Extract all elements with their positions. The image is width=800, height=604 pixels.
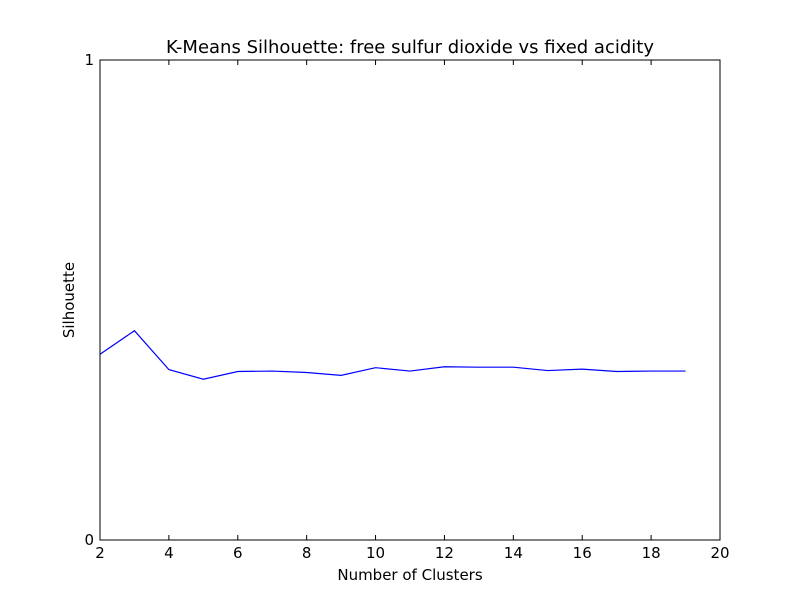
y-tick-label: 1 [84, 51, 94, 69]
x-tick-label: 4 [164, 544, 174, 562]
x-tick-label: 20 [710, 544, 729, 562]
chart-title: K-Means Silhouette: free sulfur dioxide … [166, 37, 654, 58]
series-line-0 [99, 329, 686, 380]
x-tick-label: 14 [504, 544, 523, 562]
x-tick-label: 6 [233, 544, 243, 562]
x-tick-label: 12 [435, 544, 454, 562]
x-axis-label: Number of Clusters [337, 566, 482, 584]
plot-area: 2 4 6 8 10 12 14 16 18 20 0 1 [84, 51, 729, 562]
x-tick-label: 2 [95, 544, 105, 562]
x-tick-label: 18 [642, 544, 661, 562]
x-tick-label: 8 [302, 544, 312, 562]
y-axis-label: Silhouette [60, 262, 78, 338]
x-tick-label: 16 [573, 544, 592, 562]
axes-frame [99, 59, 721, 541]
y-tick-label: 0 [84, 531, 94, 549]
x-tick-label: 10 [366, 544, 385, 562]
